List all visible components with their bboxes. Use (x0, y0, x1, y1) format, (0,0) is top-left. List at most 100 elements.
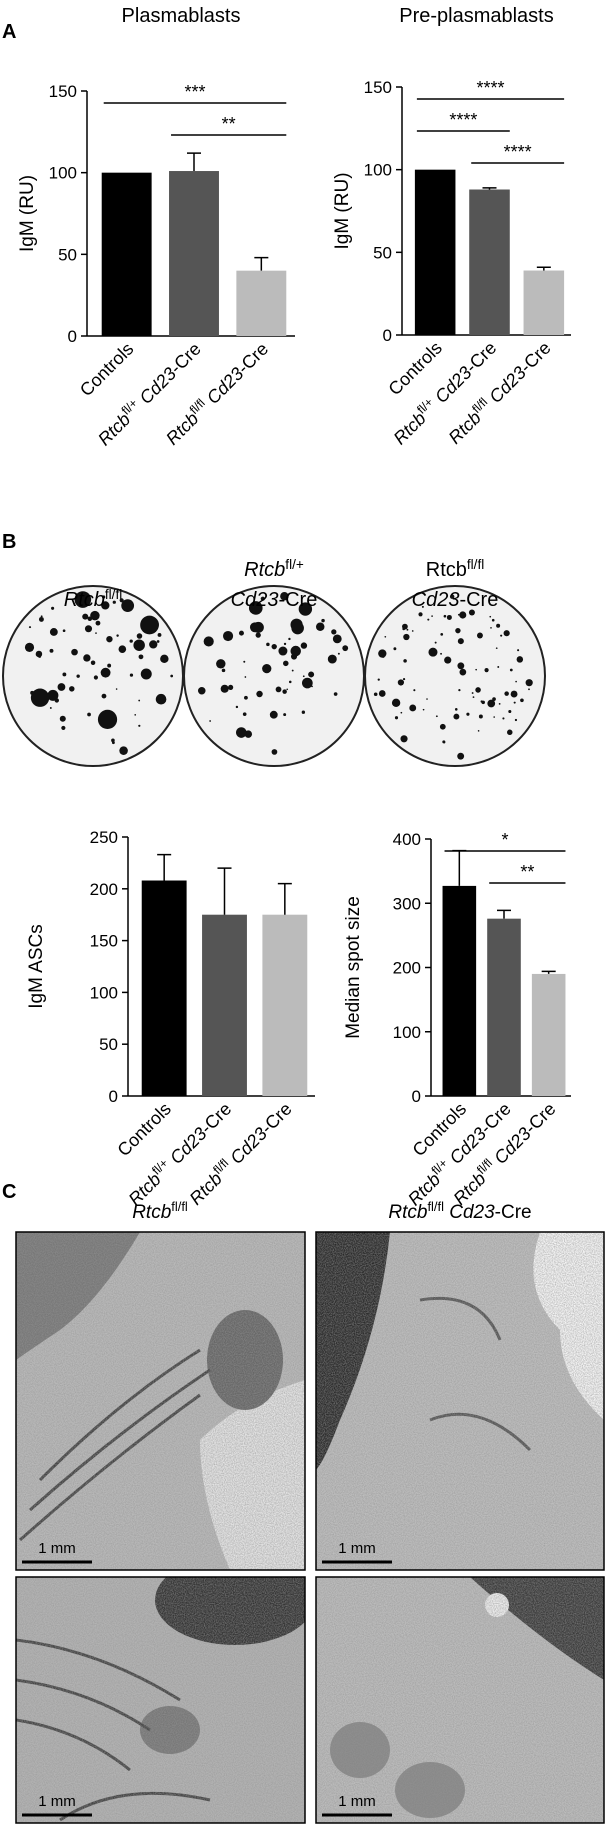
spot (377, 678, 380, 681)
spot (400, 711, 403, 714)
spot (504, 691, 509, 696)
spot (406, 628, 409, 631)
spot (458, 688, 461, 692)
bar (442, 885, 477, 1096)
error-bar (157, 853, 172, 881)
spot (95, 620, 101, 626)
spot (129, 673, 134, 677)
panel-label: C (2, 1181, 16, 1203)
spot (300, 642, 308, 649)
spot (498, 702, 501, 705)
spot (321, 618, 325, 623)
spot (443, 614, 447, 618)
spot (62, 672, 67, 677)
spot (457, 662, 465, 670)
bar (262, 914, 308, 1096)
spot (275, 686, 282, 693)
x-tick-label: Controls (113, 1099, 175, 1161)
spot (493, 716, 496, 718)
spot (301, 677, 313, 689)
spot (242, 712, 247, 717)
spot (439, 723, 446, 730)
column-label: Rtcbfl/fl (132, 1199, 188, 1224)
spot (327, 654, 337, 664)
spot (298, 602, 313, 616)
spot (291, 669, 294, 672)
spot (491, 618, 495, 622)
spot (528, 688, 530, 691)
error-bar (187, 152, 201, 172)
spot (40, 615, 43, 618)
spot (525, 679, 533, 687)
spot (71, 648, 78, 656)
spot (155, 693, 167, 705)
plate-label: Cd23-Cre (412, 589, 499, 611)
spot (434, 641, 437, 644)
spot (97, 709, 118, 730)
y-tick-label: 0 (383, 326, 392, 345)
spot (288, 680, 292, 684)
spot (496, 623, 501, 628)
spot (129, 639, 133, 643)
x-tick-label: Rtcbfl/fl Cd23-Cre (184, 1097, 296, 1209)
spot (74, 591, 92, 608)
chart-title: Pre-plasmablasts (399, 5, 554, 27)
spot (252, 621, 264, 633)
spot (136, 633, 143, 639)
spot (278, 646, 288, 656)
spot (101, 693, 107, 699)
spot (517, 649, 520, 652)
y-tick-label: 150 (364, 78, 392, 97)
spot (440, 652, 442, 655)
spot (255, 632, 261, 638)
spot (290, 618, 303, 631)
spot (378, 690, 386, 697)
spot (244, 695, 248, 700)
bar (101, 172, 152, 336)
spot (280, 592, 289, 601)
plate (183, 585, 365, 767)
spot (30, 688, 50, 707)
spot (38, 616, 44, 622)
spot (57, 683, 66, 691)
spot (428, 647, 438, 657)
y-tick-label: 150 (90, 932, 118, 951)
scale-bar-label: 1 mm (338, 1540, 376, 1557)
spot (378, 649, 387, 658)
spot (333, 692, 338, 696)
spot (69, 686, 75, 692)
plate-label: Cd23-Cre (231, 589, 318, 611)
spot (203, 636, 214, 647)
spot (502, 717, 505, 720)
spot (156, 640, 160, 643)
y-tick-label: 50 (58, 245, 77, 264)
spot (90, 660, 96, 666)
y-tick-label: 100 (364, 161, 392, 180)
spot (475, 687, 481, 693)
spot (251, 605, 255, 609)
spot (283, 713, 287, 717)
y-tick-label: 100 (393, 1023, 421, 1042)
spot (134, 714, 137, 716)
spot (495, 647, 498, 650)
bar (141, 880, 187, 1096)
panel-label: B (2, 531, 16, 553)
spot (244, 676, 247, 678)
significance-label: * (501, 830, 508, 850)
spot (510, 690, 518, 698)
bar (414, 169, 456, 335)
spot (384, 635, 387, 638)
spot (402, 627, 406, 631)
spot (426, 698, 428, 700)
spot (24, 642, 35, 652)
spot (116, 634, 119, 637)
spot (421, 605, 424, 608)
spot (435, 715, 438, 718)
scale-bar-label: 1 mm (38, 1793, 76, 1810)
spot (51, 606, 55, 610)
spot (487, 699, 496, 708)
y-axis-label: IgM ASCs (26, 924, 47, 1008)
spot (95, 632, 97, 634)
bar (487, 918, 521, 1096)
chart-title: Plasmablasts (122, 5, 241, 27)
